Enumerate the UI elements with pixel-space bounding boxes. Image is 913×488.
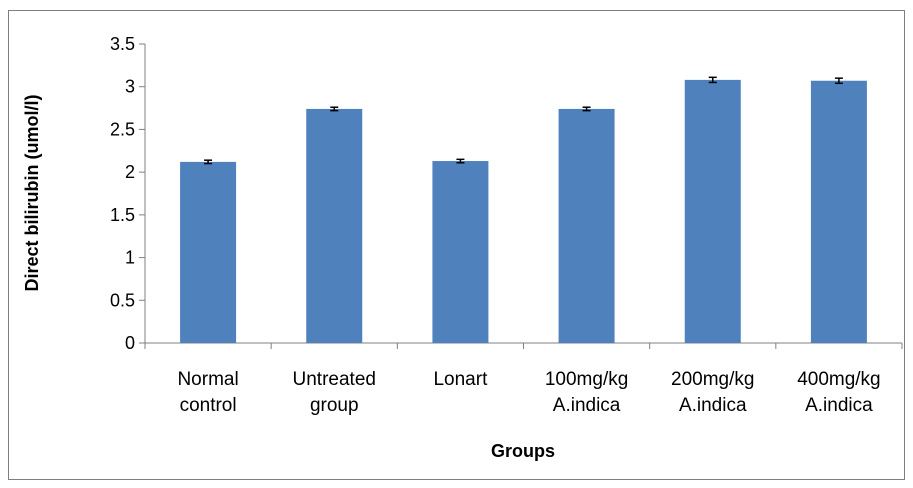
bar	[810, 80, 867, 343]
category-label: 100mg/kg A.indica	[545, 369, 628, 416]
y-tick-label: 3	[125, 77, 135, 97]
bar	[180, 161, 237, 343]
error-bar	[834, 77, 843, 85]
bar	[432, 161, 489, 343]
bar	[558, 108, 615, 343]
x-axis	[144, 342, 903, 349]
error-bar	[204, 159, 213, 165]
category-labels: Normal control Untreated group Lonart 100mg/k…	[177, 369, 880, 416]
bar	[684, 79, 741, 343]
y-axis-title: Direct bilirubin (umol/l)	[22, 94, 42, 291]
y-tick-label: 2.5	[110, 119, 135, 139]
y-tick-label: 0	[125, 333, 135, 353]
error-bars	[204, 76, 843, 165]
category-label: Normal control	[177, 369, 238, 416]
y-tick-label: 3.5	[110, 34, 135, 54]
category-label: Untreated group	[293, 369, 376, 416]
y-tick-label: 2	[125, 162, 135, 182]
error-bar	[456, 158, 465, 164]
y-tick-label: 1.5	[110, 205, 135, 225]
category-label: 400mg/kg A.indica	[797, 369, 880, 416]
y-tick-label: 1	[125, 248, 135, 268]
x-axis-title: Groups	[491, 441, 555, 461]
category-label: 200mg/kg A.indica	[671, 369, 754, 416]
category-label: Lonart	[433, 369, 488, 390]
bar	[306, 108, 363, 343]
y-tick-label: 0.5	[110, 290, 135, 310]
error-bar	[330, 106, 339, 112]
bars	[180, 79, 867, 343]
y-axis: 0 0.5 1 1.5 2 2.5 3 3.5	[110, 34, 146, 353]
error-bar	[582, 106, 591, 112]
error-bar	[708, 76, 717, 84]
